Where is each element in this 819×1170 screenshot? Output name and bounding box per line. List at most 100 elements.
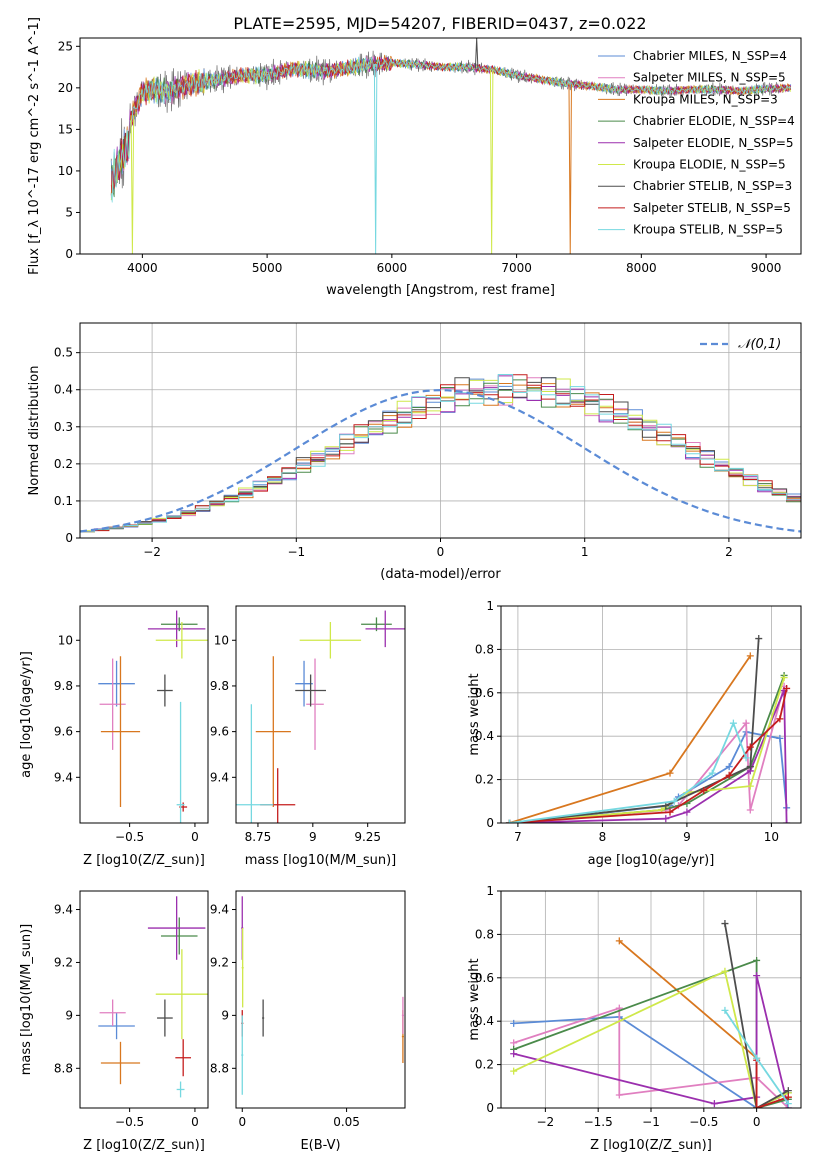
x-tick-label: 7000	[501, 261, 532, 275]
weight-marker	[721, 920, 729, 928]
plot-area	[98, 896, 208, 1098]
x-tick-label: −2	[537, 1115, 555, 1129]
x-tick-label: 2	[725, 545, 733, 559]
spectrum-spike	[568, 84, 572, 254]
weight-line-2	[509, 655, 752, 823]
axes-frame	[235, 605, 406, 824]
histogram-step-5	[80, 378, 801, 532]
weight-marker	[725, 771, 733, 779]
panel-4: 7 8 9 10 0 0.2 0.4 0.6 0.8 1 age [log10(age/yr)] ma…	[467, 599, 802, 868]
weight-marker	[746, 652, 754, 660]
figure-title: PLATE=2595, MJD=54207, FIBERID=0437, z=0…	[233, 14, 646, 33]
weight-marker	[721, 1006, 729, 1014]
x-axis-label: E(B-V)	[300, 1138, 340, 1153]
weight-line-5	[513, 970, 789, 1108]
y-tick-label: 10	[214, 633, 229, 647]
weight-marker	[700, 786, 708, 794]
weight-marker	[753, 956, 761, 964]
weight-marker	[746, 782, 754, 790]
x-tick-label: 8.75	[245, 830, 272, 844]
x-axis-label: mass [log10(M/M_sun)]	[245, 853, 397, 868]
y-tick-label: 0	[486, 816, 494, 830]
x-tick-label: 10	[764, 830, 779, 844]
plot-area	[110, 38, 792, 254]
y-tick-label: 0.8	[475, 642, 494, 656]
x-tick-label: 0	[191, 830, 199, 844]
y-tick-label: 0.3	[54, 420, 73, 434]
axes-frame	[79, 890, 209, 1109]
y-tick-label: 1	[486, 884, 494, 898]
x-tick-label: 0	[753, 1115, 761, 1129]
weight-marker	[710, 1100, 718, 1108]
weight-marker	[784, 1093, 792, 1101]
x-axis-label: Z [log10(Z/Z_sun)]	[83, 853, 205, 868]
legend-entry-0: Chabrier MILES, N_SSP=4	[633, 49, 787, 63]
x-tick-label: 9.25	[354, 830, 381, 844]
x-axis-label: age [log10(age/yr)]	[588, 853, 715, 868]
weight-marker	[746, 763, 754, 771]
y-tick-label: 0.5	[54, 346, 73, 360]
weight-marker	[615, 1091, 623, 1099]
weight-marker	[746, 743, 754, 751]
weight-marker	[683, 808, 691, 816]
legend-entry-3: Chabrier ELODIE, N_SSP=4	[633, 114, 795, 128]
panel-2: −0.5 0 9.4 9.6 9.8 10 Z [log10(Z/Z_sun)] age [l…	[19, 605, 209, 868]
y-tick-label: 9.4	[54, 903, 73, 917]
weight-marker	[666, 769, 674, 777]
panel-3: 8.75 9 9.25 9.4 9.6 9.8 10 mass [log10(M/M_sun)…	[210, 605, 406, 868]
y-tick-label: 0.2	[475, 773, 494, 787]
y-tick-label: 0.4	[54, 383, 73, 397]
y-tick-label: 1	[486, 599, 494, 613]
y-tick-label: 9.8	[54, 679, 73, 693]
plot-area	[501, 606, 801, 823]
x-tick-label: −1	[287, 545, 305, 559]
x-axis-label: Z [log10(Z/Z_sun)]	[590, 1138, 712, 1153]
weight-marker	[776, 715, 784, 723]
weight-marker	[784, 1087, 792, 1095]
y-tick-label: 9	[221, 1008, 229, 1022]
weight-marker	[615, 937, 623, 945]
weight-marker	[753, 1054, 761, 1062]
legend-entry-2: Kroupa MILES, N_SSP=3	[633, 92, 778, 106]
y-tick-label: 9.2	[54, 955, 73, 969]
x-tick-label: 1	[581, 545, 589, 559]
y-tick-label: 9.6	[210, 725, 229, 739]
x-tick-label: 9000	[751, 261, 782, 275]
x-tick-label: −1	[642, 1115, 660, 1129]
y-tick-label: 0	[65, 247, 73, 261]
y-tick-label: 9.4	[210, 770, 229, 784]
y-axis-label: age [log10(age/yr)]	[19, 651, 34, 778]
weight-marker	[510, 1019, 518, 1027]
y-tick-label: 0.8	[475, 927, 494, 941]
y-axis-label: Normed distribution	[27, 366, 42, 496]
histogram-step-3	[80, 379, 801, 532]
y-tick-label: 0.2	[54, 457, 73, 471]
y-tick-label: 0.1	[54, 494, 73, 508]
x-tick-label: −0.5	[689, 1115, 718, 1129]
weight-marker	[505, 819, 513, 823]
legend-entry-5: Kroupa ELODIE, N_SSP=5	[633, 158, 786, 172]
x-tick-label: −1.5	[584, 1115, 613, 1129]
weight-marker	[742, 754, 750, 762]
weight-marker	[662, 815, 670, 823]
x-tick-label: 6000	[377, 261, 408, 275]
x-tick-label: 9	[309, 830, 317, 844]
y-tick-label: 0	[486, 1101, 494, 1115]
x-axis-label: (data-model)/error	[380, 567, 501, 582]
plot-area	[241, 896, 404, 1095]
panel-0: 4000 5000 6000 7000 8000 9000 0 5 10 15 20 25 wavele…	[27, 17, 802, 298]
weight-marker	[666, 808, 674, 816]
x-tick-label: 8000	[626, 261, 657, 275]
weight-marker	[510, 1067, 518, 1075]
axes-frame	[79, 605, 209, 824]
y-tick-label: 9.6	[54, 725, 73, 739]
plot-area	[236, 610, 405, 823]
y-tick-label: 9.8	[210, 679, 229, 693]
weight-marker	[729, 719, 737, 727]
y-tick-label: 20	[58, 81, 73, 95]
panel-1: −2 −1 0 1 2 0 0.1 0.2 0.3 0.4 0.5 (data-model)/erro…	[27, 322, 802, 582]
weight-marker	[746, 806, 754, 814]
x-tick-label: 5000	[252, 261, 283, 275]
y-tick-label: 10	[58, 633, 73, 647]
